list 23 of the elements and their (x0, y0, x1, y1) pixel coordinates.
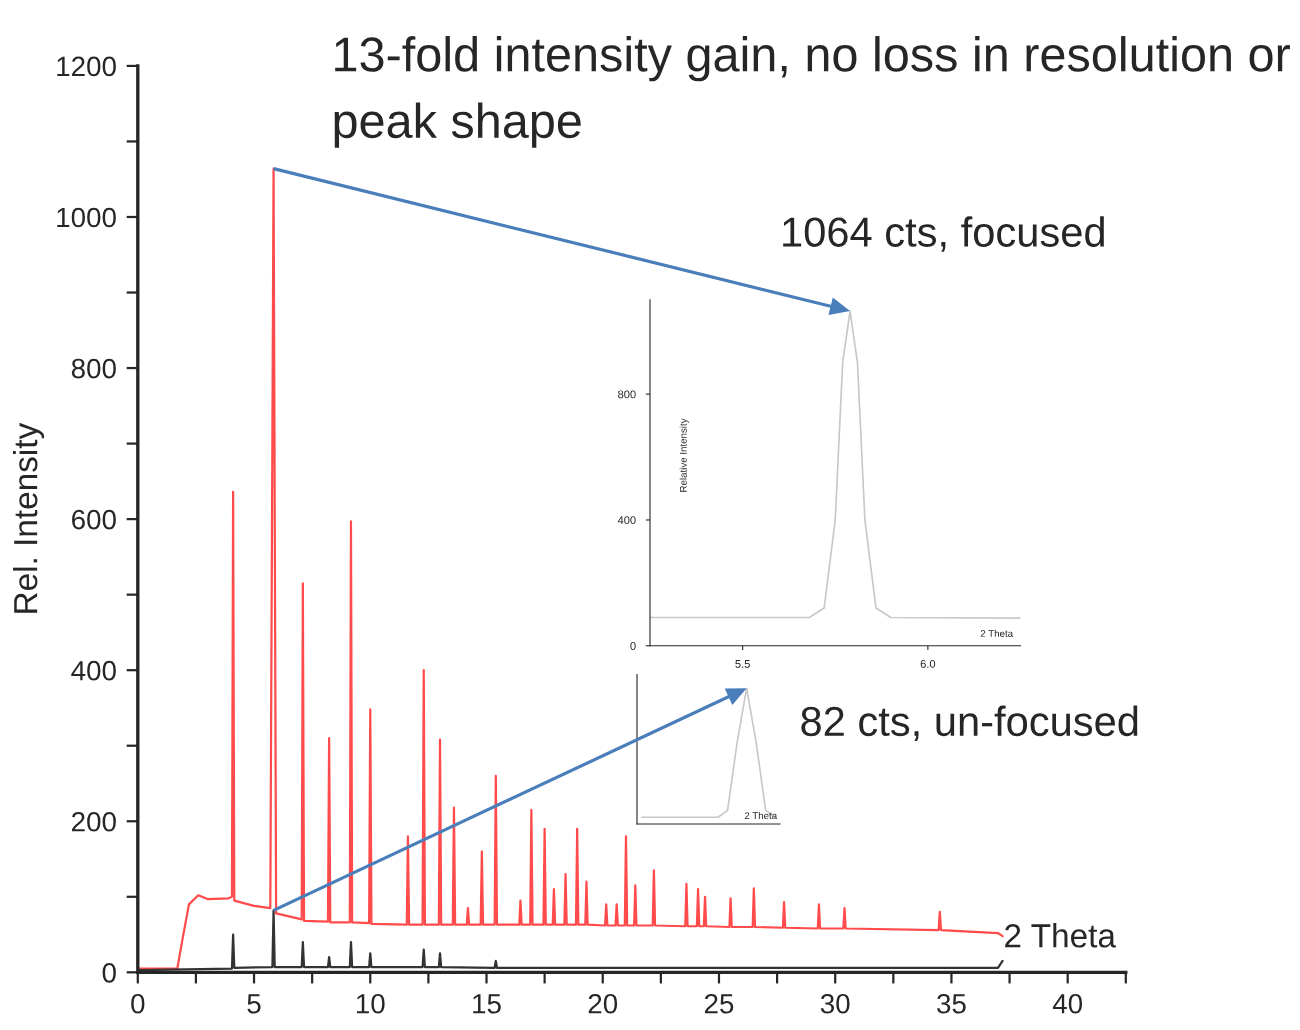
x-tick-label: 0 (131, 993, 145, 1014)
annotation: 13-fold intensity gain, no loss in resolution or peak shape (334, 36, 1290, 148)
x-axis-title: 2 Theta (1005, 923, 1116, 948)
x-tick-label: 40 (1052, 993, 1083, 1014)
y-tick-label: 200 (72, 811, 116, 832)
y-axis-title: Rel. Intensity (12, 422, 45, 613)
y-tick-label: 1000 (57, 207, 116, 228)
x-tick-label: 25 (704, 993, 734, 1014)
x-tick-label: 20 (588, 993, 618, 1014)
y-tick-label: 1200 (57, 56, 116, 77)
x-tick-label: 30 (820, 993, 850, 1014)
annotation: 1064 cts, focused (783, 216, 1104, 252)
x-tick-label: 10 (356, 993, 385, 1014)
y-tick-label: 400 (71, 660, 116, 681)
y-tick-label: 0 (102, 962, 116, 983)
line-series (137, 909, 1004, 972)
annotation: 82 cts, un-focused (801, 705, 1138, 742)
x-tick-label: 15 (473, 994, 501, 1014)
x-tick-label: 35 (937, 993, 966, 1014)
line-series (650, 310, 1021, 619)
y-tick-label: 800 (71, 358, 116, 379)
x-tick-label: 5 (247, 994, 261, 1014)
y-tick-label: 600 (72, 509, 116, 530)
